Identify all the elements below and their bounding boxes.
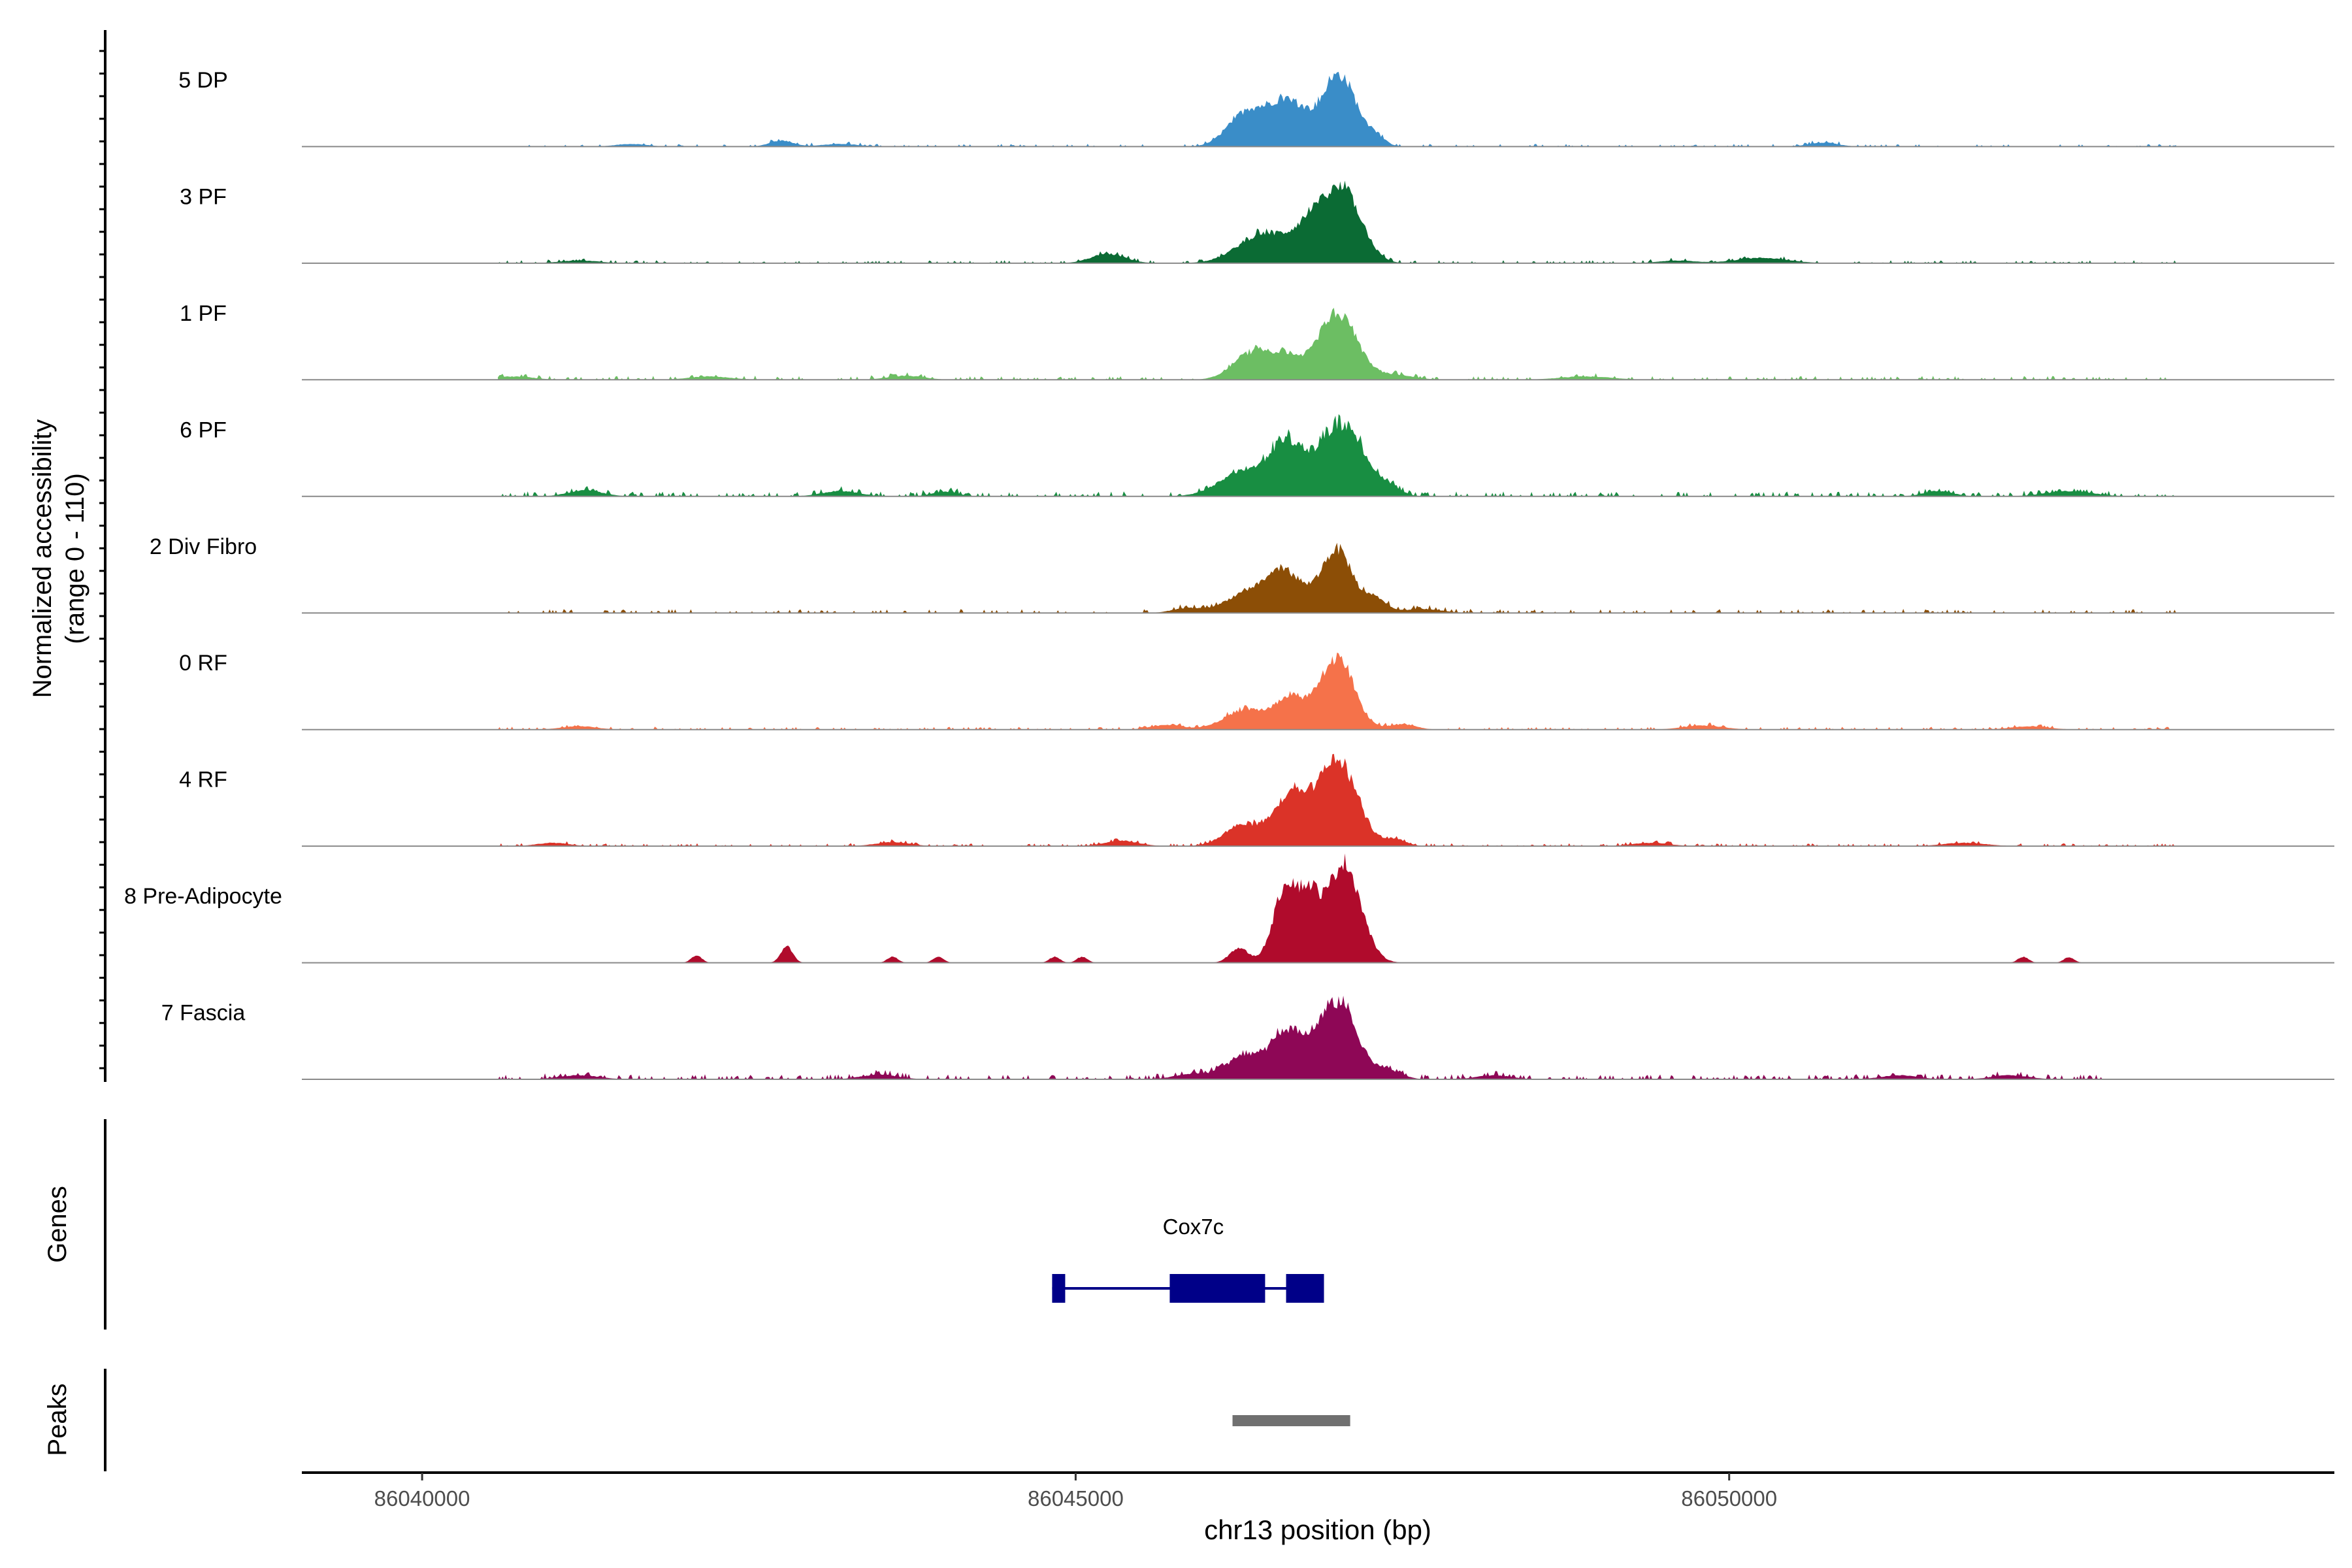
peaks-track-title: Peaks bbox=[43, 1383, 72, 1456]
coverage-area-3-pf bbox=[498, 180, 2176, 263]
coverage-area-2-div-fibro bbox=[498, 542, 2176, 613]
y-axis-title: Normalized accessibility (range 0 - 110) bbox=[28, 419, 90, 698]
coverage-area-0-rf bbox=[498, 652, 2176, 730]
track-label: 6 PF bbox=[180, 417, 227, 442]
coverage-area-5-dp bbox=[498, 72, 2176, 147]
coverage-area-6-pf bbox=[498, 414, 2176, 497]
track-label: 8 Pre-Adipocyte bbox=[124, 884, 282, 909]
gene-cox7c: Cox7c bbox=[1052, 1215, 1324, 1303]
gene-exon bbox=[1169, 1274, 1266, 1303]
track-2-div-fibro: 2 Div Fibro bbox=[150, 534, 2334, 614]
genes-track-title: Genes bbox=[43, 1186, 72, 1263]
y-axis-title-line2: (range 0 - 110) bbox=[61, 473, 90, 644]
x-tick-label: 86040000 bbox=[374, 1486, 470, 1511]
track-5-dp: 5 DP bbox=[178, 68, 2334, 148]
coverage-area-7-fascia bbox=[498, 996, 2176, 1079]
coverage-panels: 5 DP 3 PF 1 PF 6 PF 2 Div Fibro 0 RF 4 RF 8 Pre… bbox=[124, 68, 2334, 1080]
x-tick-label: 86050000 bbox=[1681, 1486, 1777, 1511]
x-tick-label: 86045000 bbox=[1028, 1486, 1124, 1511]
track-label: 2 Div Fibro bbox=[150, 534, 257, 559]
track-label: 1 PF bbox=[180, 301, 227, 326]
coverage-y-ticks bbox=[99, 50, 105, 1070]
track-6-pf: 6 PF bbox=[180, 414, 2334, 497]
gene-exon bbox=[1052, 1274, 1066, 1303]
track-0-rf: 0 RF bbox=[179, 651, 2334, 730]
gene-exon bbox=[1286, 1274, 1324, 1303]
track-label: 5 DP bbox=[178, 68, 228, 93]
track-label: 4 RF bbox=[179, 768, 227, 792]
y-axis-title-line1: Normalized accessibility bbox=[28, 419, 57, 698]
track-1-pf: 1 PF bbox=[180, 301, 2334, 381]
track-4-rf: 4 RF bbox=[179, 753, 2334, 847]
track-label: 3 PF bbox=[180, 184, 227, 209]
x-axis-ticks: 86040000 86045000 86050000 bbox=[374, 1473, 1777, 1511]
track-3-pf: 3 PF bbox=[180, 180, 2334, 264]
track-label: 0 RF bbox=[179, 651, 227, 676]
track-7-fascia: 7 Fascia bbox=[161, 996, 2334, 1080]
coverage-area-4-rf bbox=[498, 753, 2176, 847]
track-8-pre-adipocyte: 8 Pre-Adipocyte bbox=[124, 853, 2334, 964]
gene-label: Cox7c bbox=[1163, 1215, 1224, 1239]
peak-track bbox=[1232, 1415, 1350, 1426]
peak-region bbox=[1232, 1415, 1350, 1426]
track-label: 7 Fascia bbox=[161, 1001, 246, 1026]
coverage-area-1-pf bbox=[498, 308, 2176, 380]
x-axis-title: chr13 position (bp) bbox=[1204, 1514, 1431, 1545]
gene-track: Cox7c bbox=[1052, 1215, 1324, 1303]
coverage-area-8-pre-adipocyte bbox=[498, 853, 2176, 963]
